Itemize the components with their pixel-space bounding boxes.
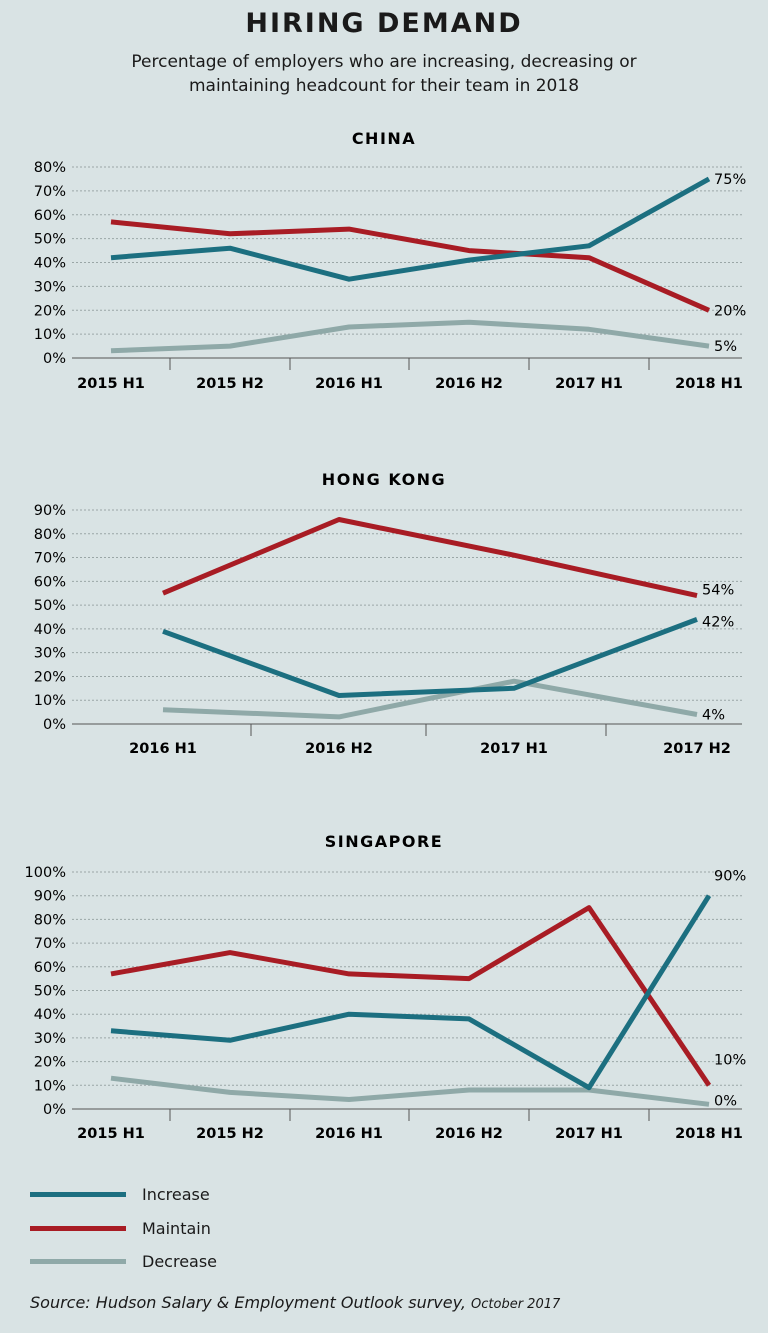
source-date: October 2017 — [471, 1297, 561, 1312]
x-tick-label: 2017 H1 — [555, 1126, 623, 1142]
series-line-decrease — [110, 1075, 710, 1107]
y-tick-label: 40% — [34, 622, 66, 638]
y-tick-label: 70% — [34, 184, 66, 200]
end-label-maintain: 20% — [714, 303, 746, 319]
y-tick-label: 70% — [34, 936, 66, 952]
x-tick-label: 2018 H1 — [675, 1126, 743, 1142]
legend-item-decrease: Decrease — [30, 1245, 217, 1279]
y-tick-label: 50% — [34, 598, 66, 614]
legend-item-increase: Increase — [30, 1178, 217, 1212]
legend-swatch-maintain — [30, 1225, 126, 1231]
chart-title: SINGAPORE — [325, 832, 443, 851]
y-tick-label: 40% — [34, 1007, 66, 1023]
y-tick-label: 50% — [34, 232, 66, 248]
end-label-increase: 42% — [702, 614, 734, 630]
x-tick-label: 2016 H1 — [315, 1126, 383, 1142]
end-label-decrease: 0% — [714, 1093, 737, 1109]
y-tick-label: 20% — [34, 669, 66, 685]
x-tick-label: 2018 H1 — [675, 376, 743, 392]
y-tick-label: 60% — [34, 960, 66, 976]
end-label-maintain: 54% — [702, 583, 734, 599]
legend-swatch-increase — [30, 1192, 126, 1198]
x-tick-label: 2017 H1 — [480, 741, 548, 757]
y-tick-label: 10% — [34, 693, 66, 709]
series-line-increase — [110, 894, 712, 1091]
chart-china: CHINA 0% 10% 20% 30% 40% 50% 60% 70% 80% 2015 H1 20… — [34, 129, 746, 392]
y-tick-label: 80% — [34, 160, 66, 176]
series-line-maintain — [110, 905, 712, 1087]
x-tick-label: 2016 H1 — [129, 741, 197, 757]
y-tick-label: 90% — [34, 889, 66, 905]
legend: Increase Maintain Decrease — [30, 1178, 217, 1279]
end-label-increase: 90% — [714, 869, 746, 885]
series-line-decrease — [110, 319, 710, 354]
y-tick-label: 100% — [25, 865, 66, 881]
y-tick-label: 20% — [34, 303, 66, 319]
x-tick-label: 2017 H1 — [555, 376, 623, 392]
end-label-decrease: 5% — [714, 339, 737, 355]
series-line-increase — [162, 617, 698, 698]
y-tick-label: 60% — [34, 208, 66, 224]
y-tick-label: 60% — [34, 574, 66, 590]
y-tick-label: 80% — [34, 912, 66, 928]
legend-label: Maintain — [142, 1218, 211, 1238]
y-tick-label: 0% — [43, 351, 66, 367]
y-tick-label: 90% — [34, 503, 66, 519]
series-line-increase — [110, 176, 711, 282]
y-tick-label: 10% — [34, 327, 66, 343]
y-tick-label: 10% — [34, 1078, 66, 1094]
series-line-maintain — [110, 219, 711, 313]
y-tick-label: 30% — [34, 646, 66, 662]
chart-singapore: SINGAPORE 0% 10% 20% 30% 40% 50% 60% 70% 80% 90% 10… — [25, 832, 747, 1142]
y-tick-label: 30% — [34, 1031, 66, 1047]
x-tick-label: 2016 H2 — [435, 1126, 503, 1142]
source-note: Source: Hudson Salary & Employment Outlo… — [30, 1293, 560, 1312]
end-label-decrease: 4% — [702, 707, 725, 723]
x-tick-label: 2016 H2 — [435, 376, 503, 392]
end-label-maintain: 10% — [714, 1052, 746, 1068]
x-tick-label: 2017 H2 — [663, 741, 731, 757]
x-tick-label: 2015 H1 — [77, 376, 145, 392]
chart-hong-kong: HONG KONG 0% 10% 20% 30% 40% 50% 60% 70% 80% 90% 20… — [34, 470, 742, 757]
y-tick-label: 50% — [34, 984, 66, 1000]
x-tick-label: 2015 H1 — [77, 1126, 145, 1142]
x-tick-label: 2015 H2 — [196, 376, 264, 392]
y-tick-label: 0% — [43, 717, 66, 733]
y-tick-label: 20% — [34, 1055, 66, 1071]
x-tick-label: 2016 H2 — [305, 741, 373, 757]
y-tick-label: 30% — [34, 279, 66, 295]
legend-swatch-decrease — [30, 1259, 126, 1265]
page-subtitle: Percentage of employers who are increasi… — [131, 52, 637, 96]
x-tick-label: 2016 H1 — [315, 376, 383, 392]
y-tick-label: 0% — [43, 1102, 66, 1118]
x-tick-label: 2015 H2 — [196, 1126, 264, 1142]
page-title: HIRING DEMAND — [245, 8, 523, 39]
chart-title: HONG KONG — [322, 470, 446, 489]
series-line-decrease — [162, 678, 698, 720]
legend-label: Increase — [142, 1185, 210, 1205]
chart-title: CHINA — [352, 129, 416, 148]
y-tick-label: 80% — [34, 527, 66, 543]
y-tick-label: 40% — [34, 256, 66, 272]
series-line-maintain — [162, 517, 698, 599]
y-tick-label: 70% — [34, 551, 66, 567]
legend-label: Decrease — [142, 1252, 218, 1272]
source-text: Source: Hudson Salary & Employment Outlo… — [30, 1293, 466, 1312]
legend-item-maintain: Maintain — [30, 1212, 217, 1246]
end-label-increase: 75% — [714, 172, 746, 188]
